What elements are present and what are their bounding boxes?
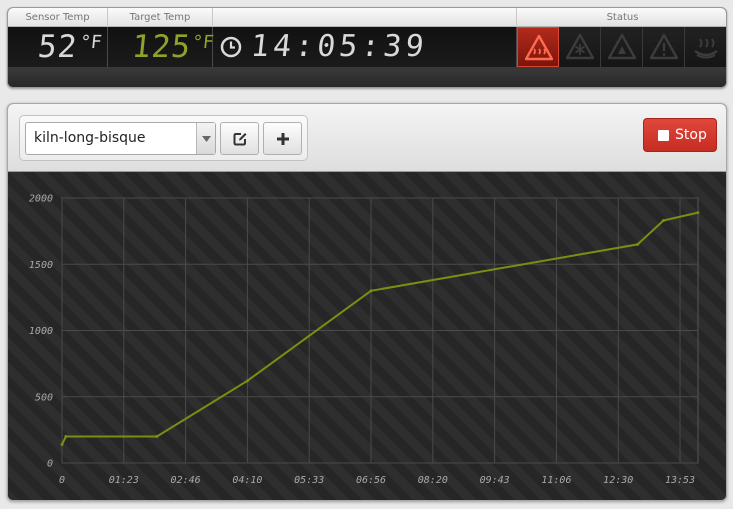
clock-value: 14:05:39 [249, 29, 430, 64]
y-tick-label: 500 [35, 392, 53, 403]
x-tick-label: 09:43 [480, 475, 510, 486]
status-icons [517, 27, 726, 67]
clock-cell: 14:05:39 [213, 27, 517, 67]
edit-profile-button[interactable] [220, 122, 259, 155]
target-temp-unit: °F [190, 32, 215, 53]
alert-icon [608, 33, 636, 60]
status-panel: Sensor Temp Target Temp Status 52 °F 125… [7, 7, 727, 88]
data-point [245, 379, 249, 383]
y-tick-label: 0 [47, 459, 53, 470]
y-tick-label: 1000 [29, 326, 53, 337]
status-panel-labels: Sensor Temp Target Temp Status [8, 8, 726, 27]
cooling-icon [566, 33, 594, 60]
target-temp-label: Target Temp [108, 8, 213, 27]
profile-select[interactable]: kiln-long-bisque [25, 122, 216, 155]
data-point [636, 242, 640, 246]
data-point [369, 289, 373, 293]
status-heat-button[interactable] [517, 27, 559, 67]
sensor-temp-label: Sensor Temp [8, 8, 108, 27]
status-label: Status [606, 12, 639, 23]
firing-profile-chart-area: 0 500 1000 1500 2000 0 01:23 02:46 04:10 05:33 06:… [8, 172, 727, 501]
hot-surface-icon [694, 38, 718, 59]
profile-select-arrow[interactable] [196, 123, 215, 154]
stop-button[interactable]: Stop [643, 118, 717, 152]
x-tick-label: 11:06 [541, 475, 571, 486]
status-display: 52 °F 125 °F 14:05:39 [8, 27, 726, 67]
x-tick-label: 12:30 [603, 475, 633, 486]
chevron-down-icon [202, 136, 211, 142]
x-tick-label: 01:23 [109, 475, 139, 486]
profile-panel: kiln-long-bisque St [7, 103, 727, 501]
status-panel-footer [8, 67, 726, 87]
x-tick-label: 05:33 [294, 475, 324, 486]
x-tick-label: 04:10 [232, 475, 262, 486]
y-tick-label: 2000 [29, 194, 53, 205]
x-tick-label: 0 [59, 475, 65, 486]
sensor-temp-value: 52 [36, 29, 80, 65]
profile-toolbar: kiln-long-bisque St [8, 104, 726, 172]
x-tick-label: 08:20 [418, 475, 448, 486]
warning-icon [650, 33, 678, 60]
x-tick-label: 13:53 [665, 475, 695, 486]
status-cooling-button[interactable] [559, 27, 601, 67]
edit-icon [233, 133, 247, 146]
profile-select-value: kiln-long-bisque [34, 130, 146, 146]
status-warning-button[interactable] [643, 27, 685, 67]
target-temp-cell: 125 °F [108, 27, 215, 67]
heat-warning-icon [525, 34, 553, 61]
status-hot-surface-button[interactable] [685, 27, 726, 67]
data-point [696, 211, 700, 215]
data-point [60, 442, 64, 446]
clock-icon [220, 36, 242, 58]
status-alert-button[interactable] [601, 27, 643, 67]
plus-icon [277, 133, 289, 145]
data-point [662, 219, 666, 223]
x-tick-label: 06:56 [356, 475, 386, 486]
firing-profile-chart[interactable]: 0 500 1000 1500 2000 0 01:23 02:46 04:10 05:33 06:… [8, 172, 727, 501]
add-profile-button[interactable] [263, 122, 302, 155]
sensor-temp-unit: °F [78, 32, 103, 53]
sensor-temp-cell: 52 °F [8, 27, 108, 67]
stop-button-label: Stop [675, 127, 707, 143]
data-point [64, 435, 68, 438]
stop-icon [658, 130, 669, 141]
profile-controls: kiln-long-bisque [19, 115, 308, 161]
x-tick-label: 02:46 [171, 475, 201, 486]
y-tick-label: 1500 [29, 260, 53, 271]
data-point [155, 435, 159, 438]
target-temp-value: 125 [130, 29, 193, 65]
clock-label [213, 8, 517, 27]
series-line-profile [61, 211, 699, 445]
